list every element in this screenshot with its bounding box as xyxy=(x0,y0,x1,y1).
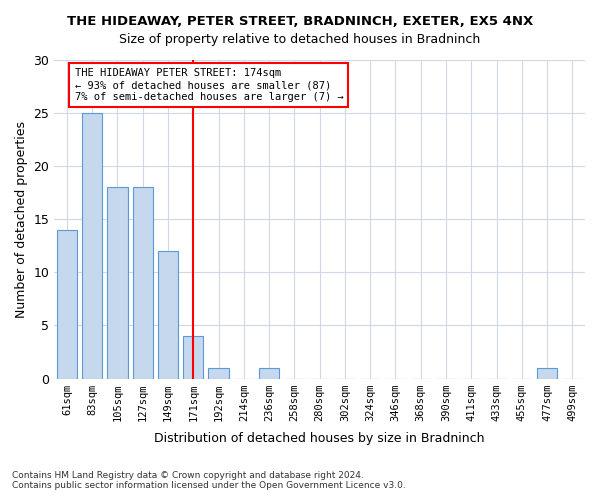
Bar xyxy=(183,336,203,378)
Text: THE HIDEAWAY PETER STREET: 174sqm
← 93% of detached houses are smaller (87)
7% o: THE HIDEAWAY PETER STREET: 174sqm ← 93% … xyxy=(74,68,343,102)
Text: Contains HM Land Registry data © Crown copyright and database right 2024.
Contai: Contains HM Land Registry data © Crown c… xyxy=(12,470,406,490)
Bar xyxy=(107,188,128,378)
Bar xyxy=(537,368,557,378)
X-axis label: Distribution of detached houses by size in Bradninch: Distribution of detached houses by size … xyxy=(154,432,485,445)
Bar xyxy=(57,230,77,378)
Bar xyxy=(133,188,153,378)
Bar xyxy=(259,368,279,378)
Bar xyxy=(158,251,178,378)
Bar xyxy=(82,113,103,378)
Text: THE HIDEAWAY, PETER STREET, BRADNINCH, EXETER, EX5 4NX: THE HIDEAWAY, PETER STREET, BRADNINCH, E… xyxy=(67,15,533,28)
Bar xyxy=(208,368,229,378)
Y-axis label: Number of detached properties: Number of detached properties xyxy=(15,121,28,318)
Text: Size of property relative to detached houses in Bradninch: Size of property relative to detached ho… xyxy=(119,32,481,46)
